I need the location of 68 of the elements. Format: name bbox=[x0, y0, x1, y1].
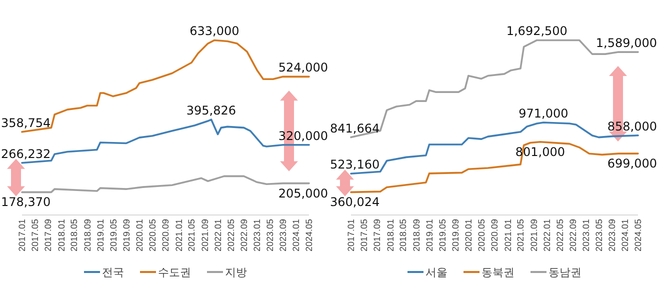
x-tick-label: 2023.05 bbox=[264, 219, 275, 252]
x-tick-label: 2024.05 bbox=[633, 219, 644, 252]
x-tick-label: 2021.01 bbox=[502, 219, 513, 252]
x-tick-label: 2017.05 bbox=[30, 219, 40, 252]
x-tick-label: 2018.01 bbox=[385, 219, 396, 252]
x-tick-label: 2023.05 bbox=[594, 219, 604, 252]
x-tick-label: 2020.05 bbox=[476, 219, 487, 252]
data-label: 178,370 bbox=[1, 195, 51, 210]
legend-label: 전국 bbox=[102, 266, 124, 279]
x-tick-label: 2020.05 bbox=[148, 219, 158, 252]
x-tick-label: 2022.09 bbox=[568, 219, 578, 252]
data-label: 523,160 bbox=[330, 158, 380, 172]
data-label: 971,000 bbox=[518, 106, 568, 121]
x-tick-label: 2019.01 bbox=[424, 219, 434, 252]
x-tick-label: 2020.01 bbox=[134, 219, 145, 252]
data-label: 266,232 bbox=[1, 146, 51, 161]
x-tick-label: 2022.05 bbox=[554, 219, 565, 252]
x-tick-label: 2024.01 bbox=[620, 219, 630, 252]
data-label: 633,000 bbox=[190, 24, 240, 38]
x-tick-label: 2017.01 bbox=[346, 219, 356, 252]
legend-label: 지방 bbox=[225, 266, 247, 279]
data-label: 360,024 bbox=[330, 195, 380, 210]
data-label: 205,000 bbox=[278, 186, 328, 200]
x-tick-label: 2021.01 bbox=[174, 219, 184, 252]
x-tick-label: 2021.09 bbox=[200, 219, 210, 252]
x-tick-label: 2022.09 bbox=[238, 219, 249, 252]
x-tick-label: 2023.01 bbox=[581, 219, 592, 252]
x-tick-label: 2021.05 bbox=[516, 219, 526, 252]
x-tick-label: 2023.01 bbox=[252, 219, 262, 252]
x-tick-label: 2019.05 bbox=[108, 219, 118, 252]
x-tick-label: 2018.05 bbox=[69, 219, 80, 252]
data-label: 858,000 bbox=[607, 119, 657, 134]
data-label: 1,692,500 bbox=[506, 24, 568, 38]
data-label: 320,000 bbox=[278, 128, 328, 143]
data-label: 841,664 bbox=[330, 121, 380, 136]
x-tick-label: 2017.05 bbox=[359, 219, 370, 252]
x-tick-label: 2024.01 bbox=[291, 219, 302, 252]
x-tick-label: 2017.09 bbox=[43, 219, 54, 252]
x-tick-label: 2024.05 bbox=[304, 219, 314, 252]
x-tick-label: 2017.09 bbox=[372, 219, 382, 252]
x-tick-label: 2020.09 bbox=[160, 219, 171, 252]
x-tick-label: 2023.09 bbox=[278, 219, 288, 252]
x-tick-label: 2022.01 bbox=[542, 219, 552, 252]
legend-label: 수도권 bbox=[158, 266, 191, 279]
x-tick-label: 2022.01 bbox=[212, 219, 223, 252]
data-label: 358,754 bbox=[1, 116, 51, 130]
x-tick-label: 2018.09 bbox=[82, 219, 92, 252]
data-label: 524,000 bbox=[278, 60, 328, 75]
x-tick-label: 2022.05 bbox=[226, 219, 236, 252]
x-tick-label: 2021.05 bbox=[186, 219, 197, 252]
legend-label: 동남권 bbox=[548, 266, 582, 279]
legend-label: 동북권 bbox=[482, 266, 514, 279]
x-tick-label: 2018.05 bbox=[398, 219, 408, 252]
x-tick-label: 2019.09 bbox=[121, 219, 132, 252]
x-tick-label: 2020.01 bbox=[464, 219, 474, 252]
data-label: 699,000 bbox=[607, 156, 657, 171]
x-tick-label: 2023.09 bbox=[607, 219, 618, 252]
x-tick-label: 2020.09 bbox=[490, 219, 500, 252]
x-tick-label: 2019.01 bbox=[95, 219, 106, 252]
x-tick-label: 2021.09 bbox=[528, 219, 539, 252]
x-tick-label: 2018.01 bbox=[56, 219, 66, 252]
x-tick-label: 2019.05 bbox=[437, 219, 448, 252]
x-tick-label: 2018.09 bbox=[411, 219, 422, 252]
data-label: 395,826 bbox=[186, 104, 236, 118]
legend-label: 서울 bbox=[426, 266, 448, 279]
x-tick-label: 2017.01 bbox=[17, 219, 28, 252]
x-tick-label: 2019.09 bbox=[450, 219, 460, 252]
data-label: 1,589,000 bbox=[596, 36, 657, 50]
